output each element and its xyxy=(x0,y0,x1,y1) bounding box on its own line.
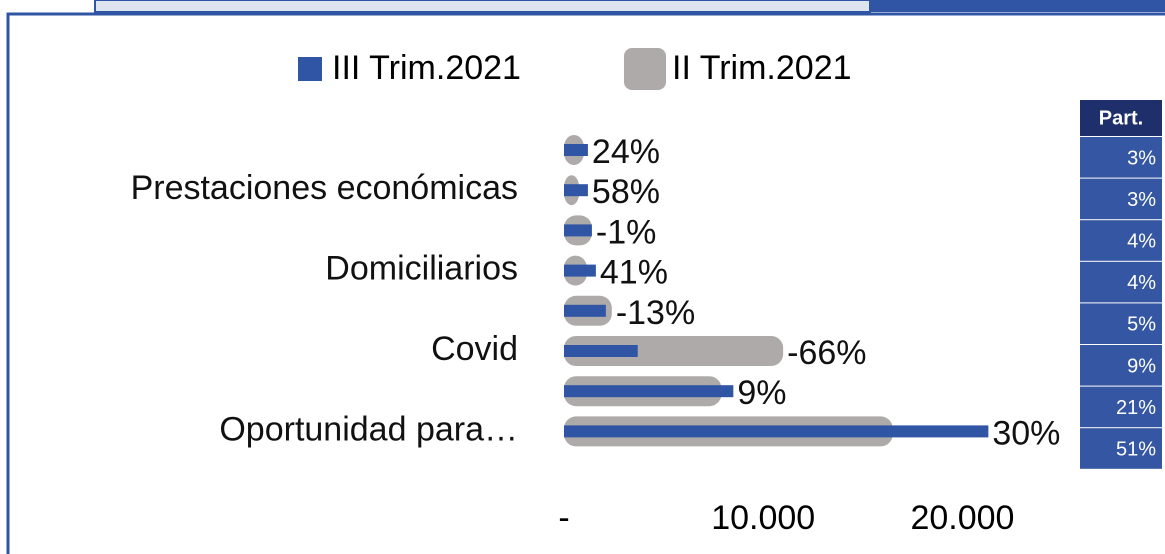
table-cell-text: 4% xyxy=(1127,230,1156,252)
table-cell-text: 4% xyxy=(1127,272,1156,294)
y-tick-label: Prestaciones económicas xyxy=(131,169,518,207)
data-label: -66% xyxy=(787,334,866,372)
table-cell-text: 3% xyxy=(1127,189,1156,211)
data-label: -1% xyxy=(596,213,656,251)
table-cell-text: 5% xyxy=(1127,314,1156,336)
bar xyxy=(564,144,588,156)
data-label: 58% xyxy=(592,173,660,211)
bar xyxy=(564,264,596,277)
data-label: 24% xyxy=(592,133,660,171)
data-label: 30% xyxy=(992,414,1060,452)
table-cell-text: 51% xyxy=(1116,438,1156,460)
table-cell xyxy=(1080,178,1162,220)
table-cell-text: 21% xyxy=(1116,397,1156,419)
bar xyxy=(564,345,638,357)
bar xyxy=(564,336,784,366)
table-cell xyxy=(1080,303,1162,344)
legend-swatch xyxy=(298,57,322,81)
frame xyxy=(6,12,1165,554)
bar xyxy=(564,224,592,237)
table-cell xyxy=(1080,220,1162,261)
table-cell xyxy=(1080,428,1162,469)
data-label: 9% xyxy=(737,374,786,412)
top-band xyxy=(870,0,1165,12)
y-tick-label: Oportunidad para… xyxy=(219,410,518,448)
table-cell xyxy=(1080,345,1162,386)
table-cell-text: 9% xyxy=(1127,355,1156,377)
table-cell xyxy=(1080,137,1162,178)
bar xyxy=(564,385,734,398)
y-tick-label: Domiciliarios xyxy=(325,250,518,288)
table-header-text: Part. xyxy=(1099,107,1143,129)
legend-label: III Trim.2021 xyxy=(332,49,521,87)
data-label: -13% xyxy=(616,294,695,332)
bar xyxy=(564,304,606,317)
table-header xyxy=(1080,100,1162,136)
table-cell xyxy=(1080,386,1162,428)
x-tick-label: - xyxy=(558,499,569,537)
legend-swatch xyxy=(624,48,666,90)
top-strip xyxy=(94,0,871,13)
bar xyxy=(564,184,588,197)
data-label: 41% xyxy=(600,254,668,292)
table-cell xyxy=(1080,261,1162,303)
legend-label: II Trim.2021 xyxy=(672,49,852,87)
y-tick-label: Covid xyxy=(431,330,518,368)
x-tick-label: 10.000 xyxy=(711,499,815,537)
bar xyxy=(564,425,989,438)
table-cell-text: 3% xyxy=(1127,147,1156,169)
x-tick-label: 20.000 xyxy=(910,499,1014,537)
